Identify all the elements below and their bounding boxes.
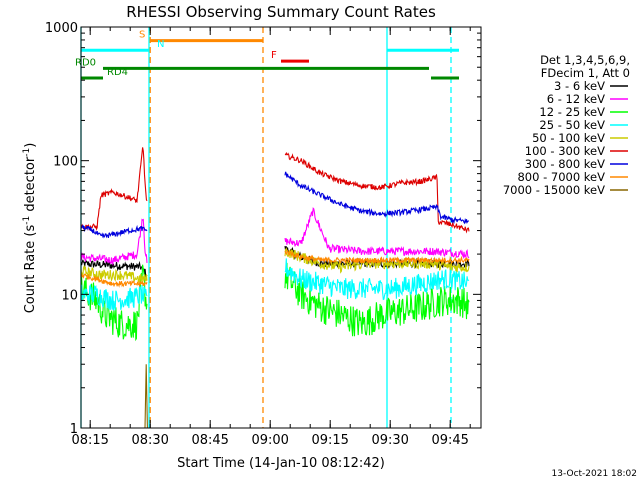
chart-title: RHESSI Observing Summary Count Rates	[126, 3, 436, 21]
y-tick-label-0: 1	[70, 422, 78, 437]
plot-area: S N F RD0 RD4 1 10 100 1000 08:15 08:30 08:45 09:00 0…	[45, 21, 482, 448]
legend: Det 1,3,4,5,6,9,FDecim 1, Att 03 - 6 keV…	[503, 53, 630, 197]
y-axis-label-sup2: -1	[22, 148, 32, 157]
x-axis-label: Start Time (14-Jan-10 08:12:42)	[177, 456, 385, 471]
legend-item-label-2: 12 - 25 keV	[539, 105, 605, 119]
legend-item-label-1: 6 - 12 keV	[547, 92, 605, 106]
series-line-7-segment-1	[284, 249, 470, 265]
series-line-6-segment-0	[80, 224, 148, 239]
y-axis-label-main: Count Rate (s	[23, 225, 38, 314]
x-tick-label-6: 09:45	[431, 433, 468, 448]
series-line-1-segment-1	[284, 207, 470, 260]
series-line-6-segment-1	[284, 171, 469, 225]
x-tick-label-4: 09:15	[311, 433, 348, 448]
y-axis-label: Count Rate (s-1 detector-1)	[22, 143, 38, 314]
x-tick-label-5: 09:30	[371, 433, 408, 448]
x-tick-label-0: 08:15	[71, 433, 108, 448]
footer-timestamp: 13-Oct-2021 18:02	[552, 469, 637, 479]
legend-item-label-4: 50 - 100 keV	[532, 131, 605, 145]
series-line-3-segment-1	[284, 258, 470, 301]
x-tick-label-3: 09:00	[251, 433, 288, 448]
series-line-5-segment-1	[284, 151, 470, 234]
x-tick-label-1: 08:30	[131, 433, 168, 448]
y-axis-label-end: )	[23, 143, 38, 148]
legend-item-label-3: 25 - 50 keV	[539, 118, 605, 132]
legend-item-label-7: 800 - 7000 keV	[517, 170, 605, 184]
series-line-2-segment-1	[284, 262, 470, 337]
series-line-5-segment-0	[80, 147, 148, 231]
flag-label-rd0: RD0	[75, 57, 96, 68]
series-line-7-segment-0	[80, 273, 148, 288]
y-axis-label-mid: detector	[23, 156, 38, 216]
legend-item-label-6: 300 - 800 keV	[525, 157, 605, 171]
legend-item-label-5: 100 - 300 keV	[525, 144, 605, 158]
plot-frame	[80, 26, 482, 429]
y-tick-label-3: 1000	[45, 21, 78, 36]
series-line-4-segment-0	[80, 264, 148, 283]
legend-title-line-1: FDecim 1, Att 0	[541, 66, 630, 80]
flag-label-f: F	[271, 50, 277, 61]
y-axis-label-sup1: -1	[22, 216, 32, 225]
y-tick-label-1: 10	[61, 288, 78, 303]
series-line-1-segment-0	[80, 218, 148, 266]
series-line-0-segment-0	[80, 259, 148, 278]
flag-label-rd4: RD4	[107, 67, 128, 78]
legend-title-line-0: Det 1,3,4,5,6,9,	[540, 53, 630, 67]
legend-item-label-0: 3 - 6 keV	[554, 79, 605, 93]
flag-label-s: S	[139, 30, 145, 41]
series-line-3-segment-0	[80, 283, 148, 311]
y-tick-label-2: 100	[53, 155, 78, 170]
flag-label-n: N	[157, 39, 164, 50]
legend-item-label-8: 7000 - 15000 keV	[503, 183, 605, 197]
series-line-8-segment-0	[144, 364, 148, 429]
x-tick-label-2: 08:45	[191, 433, 228, 448]
